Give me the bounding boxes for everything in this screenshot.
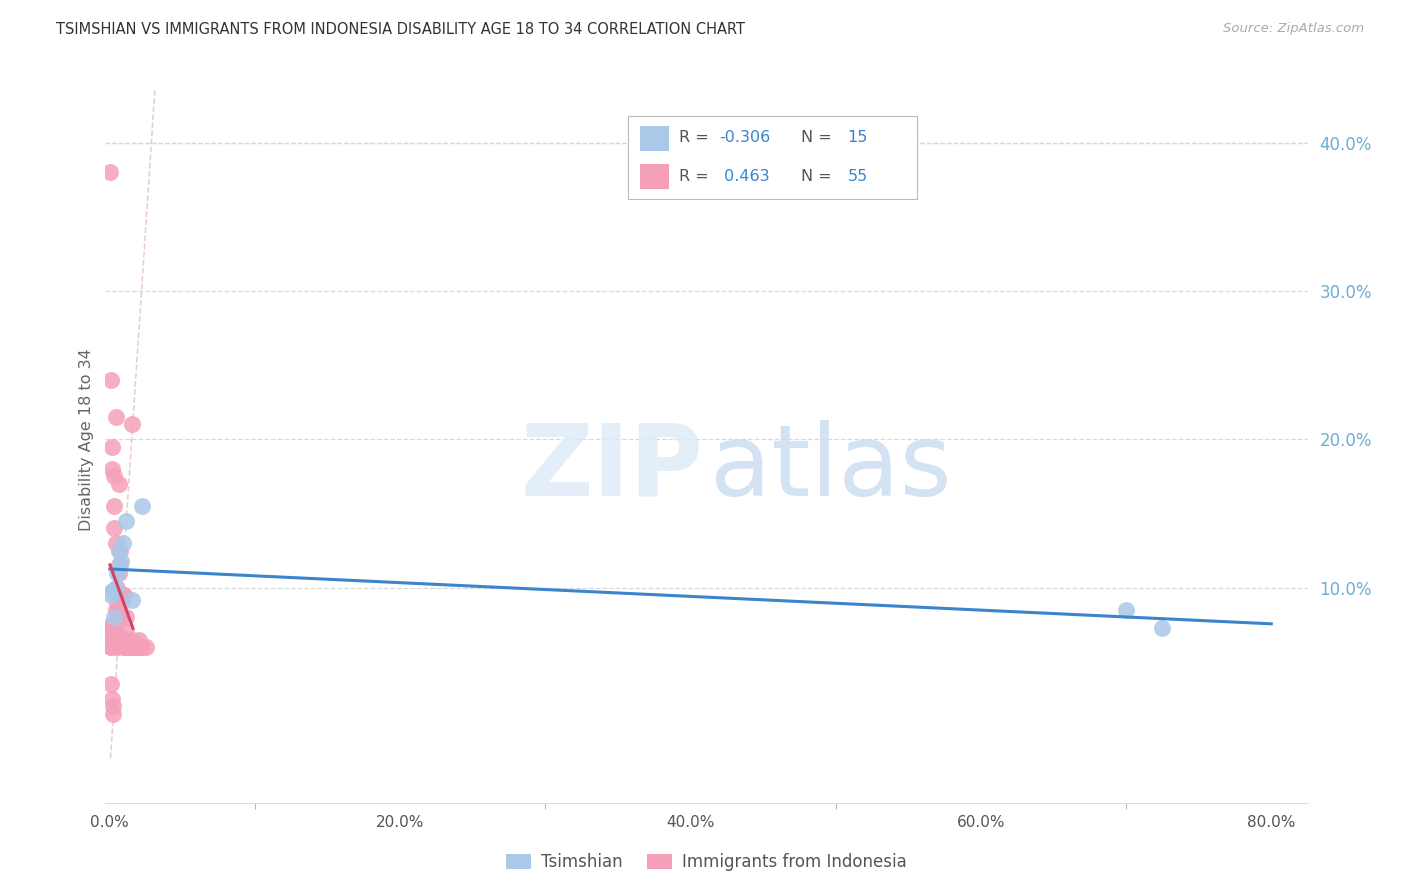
Point (104, 581, 127, 595)
Point (101, 706, 124, 721)
Point (118, 640, 141, 654)
Point (120, 640, 142, 654)
Point (100, 617, 122, 632)
Point (107, 558, 129, 573)
Point (124, 640, 146, 654)
Point (112, 640, 135, 654)
Point (104, 536, 127, 550)
Point (104, 625, 127, 640)
Point (100, 373, 122, 387)
Text: ZIP: ZIP (520, 420, 703, 516)
Point (100, 588, 122, 602)
Legend: Tsimshian, Immigrants from Indonesia: Tsimshian, Immigrants from Indonesia (499, 847, 914, 878)
Point (111, 536, 134, 550)
Point (1115, 603, 1137, 617)
Point (114, 625, 136, 640)
Text: TSIMSHIAN VS IMMIGRANTS FROM INDONESIA DISABILITY AGE 18 TO 34 CORRELATION CHART: TSIMSHIAN VS IMMIGRANTS FROM INDONESIA D… (56, 22, 745, 37)
Point (128, 640, 150, 654)
Point (105, 595, 128, 609)
Text: atlas: atlas (710, 420, 952, 516)
Point (135, 640, 157, 654)
Point (122, 640, 145, 654)
Point (104, 603, 127, 617)
Point (128, 640, 150, 654)
Point (101, 583, 124, 598)
Point (105, 640, 128, 654)
Point (107, 543, 129, 558)
Point (125, 640, 148, 654)
Point (111, 588, 134, 602)
Point (128, 632, 150, 647)
Point (1152, 621, 1174, 635)
Point (101, 632, 124, 647)
Point (103, 521, 125, 535)
Point (103, 469, 125, 483)
Point (107, 566, 129, 580)
Point (101, 617, 124, 632)
Point (103, 632, 125, 647)
Point (110, 595, 132, 609)
Point (131, 640, 153, 654)
Point (108, 558, 131, 573)
Point (115, 640, 138, 654)
Point (108, 610, 131, 624)
Point (103, 499, 125, 513)
Point (114, 610, 136, 624)
Point (101, 699, 124, 714)
Point (112, 588, 135, 602)
Point (108, 543, 131, 558)
Point (107, 476, 129, 491)
Point (103, 628, 125, 642)
Point (103, 628, 125, 642)
Point (110, 554, 132, 568)
Point (100, 625, 122, 640)
Point (100, 165, 122, 179)
Point (100, 640, 122, 654)
Point (101, 583, 124, 598)
Point (103, 610, 125, 624)
Point (114, 514, 136, 528)
Point (100, 640, 122, 654)
Y-axis label: Disability Age 18 to 34: Disability Age 18 to 34 (79, 348, 94, 531)
Point (101, 692, 124, 706)
Point (104, 410, 127, 425)
Point (121, 592, 143, 607)
Point (110, 632, 132, 647)
Point (101, 462, 124, 476)
Point (100, 677, 122, 691)
Point (112, 632, 135, 647)
Point (100, 440, 122, 454)
Point (121, 417, 143, 432)
Text: Source: ZipAtlas.com: Source: ZipAtlas.com (1223, 22, 1364, 36)
Point (105, 581, 128, 595)
Point (111, 640, 134, 654)
Point (105, 566, 128, 580)
Point (131, 499, 153, 513)
Point (121, 632, 143, 647)
